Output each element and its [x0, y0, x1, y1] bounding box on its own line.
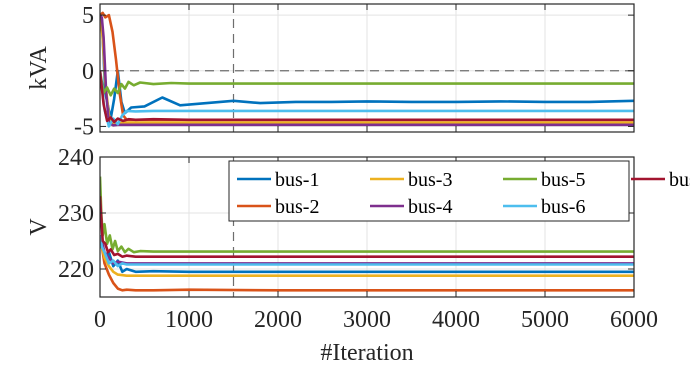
y-tick-label: -5	[74, 114, 94, 140]
x-tick-label: 5000	[521, 307, 569, 333]
x-tick-label: 3000	[343, 307, 391, 333]
series-line-bus-2	[100, 235, 634, 292]
legend-item-bus-6: bus-6	[503, 196, 585, 218]
legend-label-bus-1: bus-1	[275, 169, 319, 191]
legend-item-bus-5: bus-5	[503, 169, 585, 191]
series-line-bus-4	[100, 14, 634, 127]
y-tick-label: 0	[82, 59, 94, 85]
legend-item-bus-2: bus-2	[237, 196, 319, 218]
series-line-bus-1	[100, 14, 634, 120]
y-tick-label: 240	[58, 145, 94, 171]
legend-item-bus-3: bus-3	[370, 169, 452, 191]
x-axis-label: #Iteration	[320, 340, 413, 366]
x-tick-label: 6000	[610, 307, 658, 333]
legend: bus-1 bus-2 bus-3 bus-4 bus-5 bus-6 bus-7	[228, 160, 690, 222]
legend-box	[228, 160, 630, 222]
legend-label-bus-3: bus-3	[408, 169, 452, 191]
legend-item-bus-4: bus-4	[370, 196, 452, 218]
legend-label-bus-7: bus-7	[669, 169, 690, 191]
legend-item-bus-1: bus-1	[237, 169, 319, 191]
y-axis-label: V	[26, 218, 52, 236]
series-line-bus-6	[100, 70, 634, 128]
series-line-bus-5	[100, 176, 634, 254]
legend-label-bus-5: bus-5	[541, 169, 585, 191]
y-tick-label: 230	[58, 201, 94, 227]
x-tick-label: 1000	[165, 307, 213, 333]
top-panel: -5 0 5 kVA	[26, 3, 635, 140]
series-line-bus-3	[100, 235, 634, 278]
x-tick-label: 2000	[254, 307, 302, 333]
x-tick-label: 0	[94, 307, 106, 333]
y-tick-label: 220	[58, 257, 94, 283]
y-axis-label: kVA	[26, 46, 52, 90]
x-tick-label: 4000	[432, 307, 480, 333]
series-line-bus-7	[100, 196, 634, 259]
series-line-bus-5	[100, 70, 634, 97]
series-line-bus-7	[100, 70, 634, 124]
bottom-panel: 220 230 240 0 1000 2000 3000 4000 5000 6000 V #Iter…	[26, 145, 690, 366]
legend-label-bus-2: bus-2	[275, 196, 319, 218]
legend-item-bus-7: bus-7	[631, 169, 690, 191]
y-tick-label: 5	[82, 3, 94, 29]
legend-label-bus-4: bus-4	[408, 196, 452, 218]
series-line-bus-6	[100, 235, 634, 268]
legend-label-bus-6: bus-6	[541, 196, 585, 218]
